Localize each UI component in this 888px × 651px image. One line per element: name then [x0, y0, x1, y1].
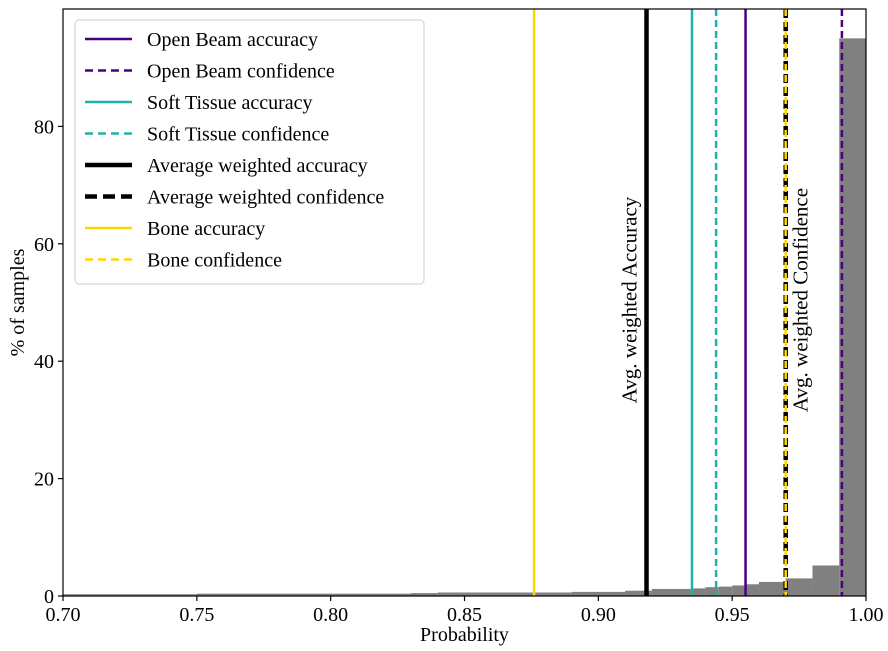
histogram-bar-2 [410, 593, 438, 596]
legend-label: Open Beam confidence [147, 61, 335, 83]
annotation-1: Avg. weighted Confidence [789, 188, 813, 412]
histogram-bar-4 [571, 591, 626, 596]
x-axis-label: Probability [420, 624, 509, 646]
x-tick-label: 0.80 [313, 604, 348, 626]
reference-lines [532, 9, 844, 596]
histogram-bar-7 [692, 588, 706, 596]
histogram-bar-15 [839, 38, 866, 597]
histogram-bar-6 [651, 588, 693, 596]
histogram-bar-13 [785, 578, 813, 596]
x-axis-ticks: 0.70 0.75 0.80 0.85 0.90 0.95 1.00 [46, 596, 884, 626]
histogram-bars [63, 38, 866, 597]
histogram-bar-12 [758, 581, 786, 596]
legend-box [74, 19, 425, 285]
annotation-0: Avg. weighted Accuracy [618, 196, 642, 403]
y-tick-label: 40 [34, 351, 54, 373]
histogram-bar-8 [705, 587, 719, 596]
y-axis-ticks: 0 20 40 60 80 [34, 116, 63, 608]
legend-label: Bone confidence [147, 250, 282, 272]
y-tick-label: 0 [44, 586, 54, 608]
y-tick-label: 60 [34, 234, 54, 256]
x-tick-label: 0.90 [581, 604, 616, 626]
histogram-bar-0 [63, 594, 197, 596]
x-tick-label: 0.70 [46, 604, 81, 626]
legend-label: Bone accuracy [147, 218, 265, 240]
histogram-bar-14 [812, 565, 840, 596]
annotations: Avg. weighted Accuracy Avg. weighted Conf… [618, 188, 813, 412]
x-tick-label: 1.00 [849, 604, 884, 626]
y-tick-label: 80 [34, 116, 54, 138]
x-tick-label: 0.95 [715, 604, 750, 626]
legend-label: Soft Tissue confidence [147, 124, 329, 146]
legend-label: Average weighted confidence [147, 187, 384, 209]
histogram-bar-9 [718, 586, 733, 596]
histogram-bar-3 [437, 592, 572, 596]
y-axis-label: % of samples [7, 248, 29, 356]
legend-label: Open Beam accuracy [147, 29, 318, 51]
histogram-bar-10 [732, 585, 746, 596]
x-tick-label: 0.75 [179, 604, 214, 626]
legend: Open Beam accuracy Open Beam confidence So… [74, 19, 425, 285]
y-tick-label: 20 [34, 469, 54, 491]
legend-label: Soft Tissue accuracy [147, 92, 313, 114]
x-tick-label: 0.85 [447, 604, 482, 626]
histogram-bar-5 [625, 590, 652, 596]
legend-label: Average weighted accuracy [147, 155, 368, 177]
histogram-bar-1 [196, 593, 411, 596]
histogram-bar-11 [745, 584, 759, 596]
